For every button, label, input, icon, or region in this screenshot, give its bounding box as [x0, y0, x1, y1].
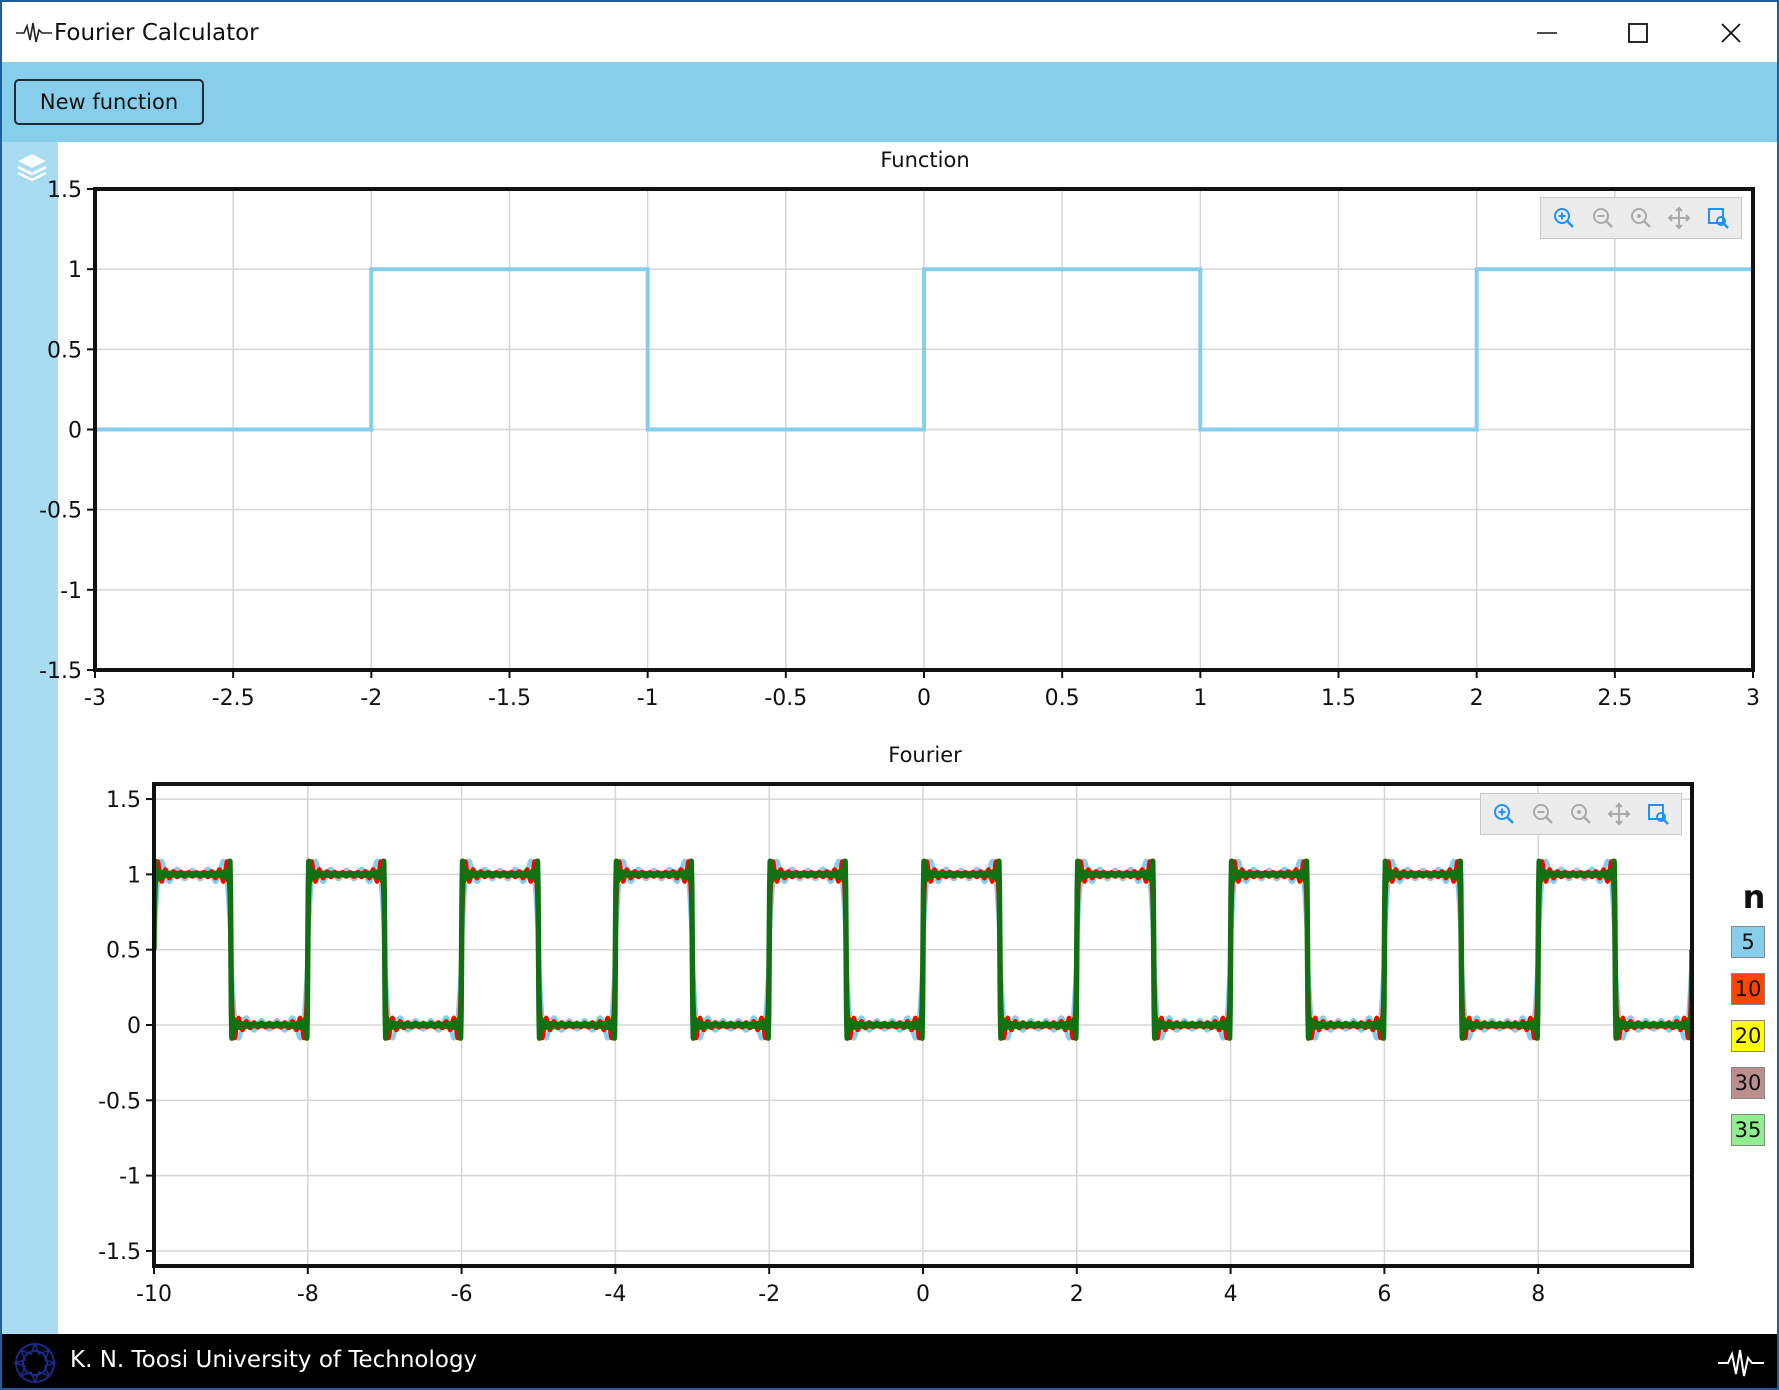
function-y-tick-label: 1 — [68, 258, 82, 283]
zoom-in-icon[interactable] — [1547, 201, 1581, 235]
function-x-tick-label: -3 — [84, 686, 106, 711]
legend-item-n30: 30 — [1731, 1067, 1765, 1099]
fourier-x-tick-label: -10 — [136, 1282, 172, 1307]
zoom-region-icon[interactable] — [1641, 797, 1675, 831]
layers-icon[interactable] — [16, 150, 48, 186]
status-bar: K. N. Toosi University of Technology — [2, 1334, 1777, 1388]
fourier-y-tick-label: 0.5 — [106, 939, 141, 964]
function-chart-title: Function — [880, 148, 970, 172]
function-y-tick-label: 1.5 — [47, 178, 82, 203]
function-chart-zoom-toolbar — [1540, 197, 1742, 239]
function-x-tick-label: -1 — [637, 686, 659, 711]
minimize-icon — [1537, 32, 1557, 34]
fourier-x-tick-label: 6 — [1377, 1282, 1391, 1307]
fourier-x-tick-label: 2 — [1070, 1282, 1084, 1307]
fourier-y-tick-label: 0 — [127, 1014, 141, 1039]
fourier-series-n35 — [154, 858, 1692, 1041]
legend-title: n — [1742, 878, 1766, 916]
fourier-legend: n 5 10 20 30 35 — [1727, 878, 1777, 1161]
function-y-tick-label: 0.5 — [47, 338, 82, 363]
function-x-tick-label: -2 — [360, 686, 382, 711]
university-logo — [12, 1341, 58, 1385]
fourier-x-tick-label: 8 — [1531, 1282, 1545, 1307]
function-y-tick-label: 0 — [68, 419, 82, 444]
fourier-chart-zoom-toolbar — [1480, 793, 1682, 835]
function-x-tick-label: 2 — [1470, 686, 1484, 711]
toolbar: New function — [2, 62, 1777, 142]
function-x-tick-label: 1.5 — [1321, 686, 1356, 711]
zoom-region-icon[interactable] — [1701, 201, 1735, 235]
pan-icon[interactable] — [1602, 797, 1636, 831]
legend-item-n10: 10 — [1731, 973, 1765, 1005]
legend-item-n20: 20 — [1731, 1020, 1765, 1052]
fourier-y-tick-label: -0.5 — [98, 1089, 141, 1114]
fourier-x-tick-label: 4 — [1224, 1282, 1238, 1307]
zoom-out-icon[interactable] — [1586, 201, 1620, 235]
function-x-tick-label: 2.5 — [1597, 686, 1632, 711]
fourier-y-tick-label: 1.5 — [106, 788, 141, 813]
function-series-line — [95, 267, 1753, 432]
pan-icon[interactable] — [1662, 201, 1696, 235]
function-y-tick-label: -1.5 — [39, 659, 82, 684]
fourier-series-group — [154, 858, 1692, 1041]
fourier-x-tick-label: -2 — [758, 1282, 780, 1307]
function-x-tick-label: 1 — [1193, 686, 1207, 711]
fourier-plot-frame — [152, 782, 1694, 1268]
zoom-reset-icon[interactable] — [1624, 201, 1658, 235]
function-x-tick-label: 3 — [1746, 686, 1760, 711]
function-y-tick-label: -1 — [60, 579, 82, 604]
pulse-icon — [1718, 1349, 1764, 1377]
fourier-x-tick-label: -4 — [604, 1282, 626, 1307]
function-x-tick-label: -1.5 — [488, 686, 531, 711]
minimize-button[interactable] — [1512, 10, 1582, 56]
status-text: K. N. Toosi University of Technology — [70, 1347, 478, 1373]
fourier-y-tick-label: -1 — [119, 1165, 141, 1190]
new-function-button[interactable]: New function — [14, 79, 204, 125]
function-x-tick-label: 0 — [917, 686, 931, 711]
fourier-x-tick-label: 0 — [916, 1282, 930, 1307]
function-x-tick-label: -0.5 — [764, 686, 807, 711]
function-x-tick-label: -2.5 — [212, 686, 255, 711]
function-y-tick-label: -0.5 — [39, 499, 82, 524]
title-bar: Fourier Calculator — [2, 2, 1777, 62]
fourier-x-tick-label: -8 — [297, 1282, 319, 1307]
legend-item-n5: 5 — [1731, 926, 1765, 958]
app-pulse-icon — [16, 22, 52, 43]
maximize-button[interactable] — [1603, 10, 1673, 56]
window-title: Fourier Calculator — [54, 20, 259, 46]
fourier-y-tick-label: 1 — [127, 863, 141, 888]
fourier-chart-title: Fourier — [888, 743, 962, 767]
zoom-reset-icon[interactable] — [1564, 797, 1598, 831]
zoom-in-icon[interactable] — [1487, 797, 1521, 831]
zoom-out-icon[interactable] — [1526, 797, 1560, 831]
function-chart: -3 -2.5 -2 -1.5 -1 -0.5 0 0.5 1 1.5 2 2.5 3 1.5 1 0.5 0 -… — [39, 178, 1760, 711]
fourier-y-tick-label: -1.5 — [98, 1240, 141, 1265]
maximize-icon — [1628, 23, 1648, 43]
function-x-tick-label: 0.5 — [1045, 686, 1080, 711]
side-panel — [2, 142, 58, 1334]
function-plot-frame — [93, 187, 1755, 672]
fourier-x-tick-label: -6 — [451, 1282, 473, 1307]
legend-item-n35: 35 — [1731, 1114, 1765, 1146]
fourier-chart: -10 -8 -6 -4 -2 0 2 4 6 8 1.5 1 0.5 0 -0.5 -1 -1.5 — [98, 782, 1694, 1307]
close-button[interactable] — [1696, 10, 1766, 56]
close-icon — [1721, 23, 1741, 43]
